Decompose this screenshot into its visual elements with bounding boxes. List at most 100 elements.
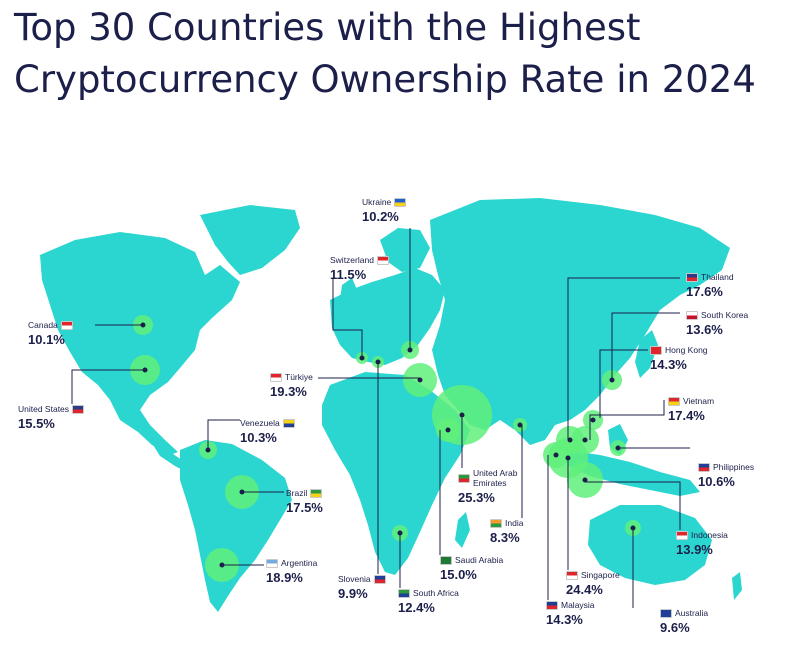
flag-icon bbox=[566, 570, 578, 580]
ownership-rate: 18.9% bbox=[266, 570, 303, 585]
flag-icon bbox=[650, 345, 662, 355]
ownership-rate: 14.3% bbox=[650, 357, 687, 372]
country-name: India bbox=[505, 518, 524, 528]
landmass-europe bbox=[330, 268, 445, 365]
leader-line-vietnam bbox=[589, 400, 665, 440]
landmass-scandinavia bbox=[380, 228, 430, 272]
ownership-rate: 14.3% bbox=[546, 612, 583, 627]
flag-icon bbox=[394, 197, 407, 207]
country-name: United Arab Emirates bbox=[473, 468, 518, 488]
country-label-venezuela: Venezuela 10.3% bbox=[240, 418, 295, 445]
country-label-canada: Canada 10.1% bbox=[28, 320, 73, 347]
landmass-north-america bbox=[40, 232, 240, 455]
country-label-switzerland: Switzerland 11.5% bbox=[330, 255, 389, 282]
ownership-rate: 15.5% bbox=[18, 416, 55, 431]
flag-icon bbox=[686, 310, 698, 320]
country-label-malaysia: Malaysia 14.3% bbox=[546, 600, 595, 627]
marker-dot-india bbox=[517, 422, 523, 428]
ownership-rate: 13.6% bbox=[686, 322, 723, 337]
flag-icon bbox=[266, 558, 278, 568]
landmass-greenland bbox=[200, 205, 300, 275]
country-name: Indonesia bbox=[691, 530, 728, 540]
flag-icon bbox=[398, 588, 410, 598]
country-name: Thailand bbox=[701, 272, 734, 282]
country-label-australia: Australia 9.6% bbox=[660, 608, 708, 635]
country-label-singapore: Singapore 24.4% bbox=[566, 570, 620, 597]
flag-icon bbox=[660, 608, 672, 618]
country-label-brazil: Brazil 17.5% bbox=[286, 488, 323, 515]
country-name: Canada bbox=[28, 320, 58, 330]
ownership-rate: 10.2% bbox=[362, 209, 399, 224]
country-name: United States bbox=[18, 404, 70, 414]
flag-icon bbox=[440, 555, 452, 565]
ownership-rate: 19.3% bbox=[270, 384, 307, 399]
country-name: Türkiye bbox=[285, 372, 313, 382]
country-name: Singapore bbox=[581, 570, 620, 580]
country-name: Australia bbox=[675, 608, 709, 618]
ownership-rate: 11.5% bbox=[330, 267, 367, 282]
landmass-australia bbox=[588, 505, 712, 585]
country-name: Slovenia bbox=[338, 574, 371, 584]
leader-line-thailand bbox=[567, 277, 680, 440]
marker-dot-thailand bbox=[567, 437, 573, 443]
leader-line-indonesia bbox=[585, 481, 681, 530]
page-title: Top 30 Countries with the Highest Crypto… bbox=[14, 6, 756, 101]
country-name: Philippines bbox=[713, 462, 755, 472]
country-name: Malaysia bbox=[561, 600, 595, 610]
country-label-thailand: Thailand 17.6% bbox=[686, 272, 734, 299]
flag-icon bbox=[490, 518, 502, 528]
marker-dot-malaysia bbox=[553, 452, 559, 458]
flag-icon bbox=[676, 530, 688, 540]
flag-icon bbox=[376, 255, 389, 265]
landmass-africa bbox=[322, 372, 470, 575]
flag-icon bbox=[546, 600, 558, 610]
country-label-india: India 8.3% bbox=[490, 518, 523, 545]
marker-dot-turkiye bbox=[417, 377, 423, 383]
landmass-south-america bbox=[180, 440, 292, 612]
leader-lines bbox=[71, 228, 690, 608]
leader-line-hong-kong bbox=[599, 349, 648, 418]
leader-line-switzerland bbox=[332, 278, 363, 358]
country-label-argentina: Argentina 18.9% bbox=[266, 558, 317, 585]
country-label-vietnam: Vietnam 17.4% bbox=[668, 396, 714, 423]
ownership-rate: 12.4% bbox=[398, 600, 435, 615]
marker-dot-vietnam bbox=[582, 437, 588, 443]
leader-line-venezuela bbox=[207, 419, 240, 450]
country-name: Switzerland bbox=[330, 255, 374, 265]
ownership-rate: 17.5% bbox=[286, 500, 323, 515]
country-name: South Africa bbox=[413, 588, 459, 598]
landmass-japan bbox=[635, 330, 658, 378]
country-name: Brazil bbox=[286, 488, 308, 498]
country-label-philippines: Philippines 10.6% bbox=[698, 462, 754, 489]
country-label-slovenia: Slovenia 9.9% bbox=[338, 574, 386, 601]
flag-icon bbox=[698, 462, 710, 472]
country-label-united-states: United States 15.5% bbox=[18, 404, 85, 431]
country-name: South Korea bbox=[701, 310, 749, 320]
ownership-rate: 9.9% bbox=[338, 586, 368, 601]
ownership-rate: 8.3% bbox=[490, 530, 520, 545]
ownership-rate: 15.0% bbox=[440, 567, 477, 582]
marker-dot-saudi-arabia bbox=[445, 427, 451, 433]
landmass-uk bbox=[340, 278, 358, 305]
landmass-new-zealand bbox=[732, 572, 742, 600]
ownership-rate: 9.6% bbox=[660, 620, 690, 635]
landmass-asia bbox=[430, 198, 730, 445]
country-name: Saudi Arabia bbox=[455, 555, 504, 565]
country-name: Argentina bbox=[281, 558, 318, 568]
country-label-hong-kong: Hong Kong 14.3% bbox=[650, 345, 708, 372]
country-label-ukraine: Ukraine 10.2% bbox=[362, 197, 407, 224]
flag-icon bbox=[668, 396, 680, 406]
ownership-rate: 13.9% bbox=[676, 542, 713, 557]
country-name: Venezuela bbox=[240, 418, 280, 428]
flag-icon bbox=[270, 372, 282, 382]
landmass-madagascar bbox=[455, 512, 470, 548]
flag-icon bbox=[686, 272, 698, 282]
flag-icon bbox=[458, 473, 470, 483]
country-name: Ukraine bbox=[362, 197, 392, 207]
flag-icon bbox=[282, 418, 295, 428]
country-label-saudi-arabia: Saudi Arabia 15.0% bbox=[440, 555, 503, 582]
ownership-rate: 17.6% bbox=[686, 284, 723, 299]
ownership-rate: 25.3% bbox=[458, 490, 495, 505]
flag-icon bbox=[310, 488, 323, 498]
